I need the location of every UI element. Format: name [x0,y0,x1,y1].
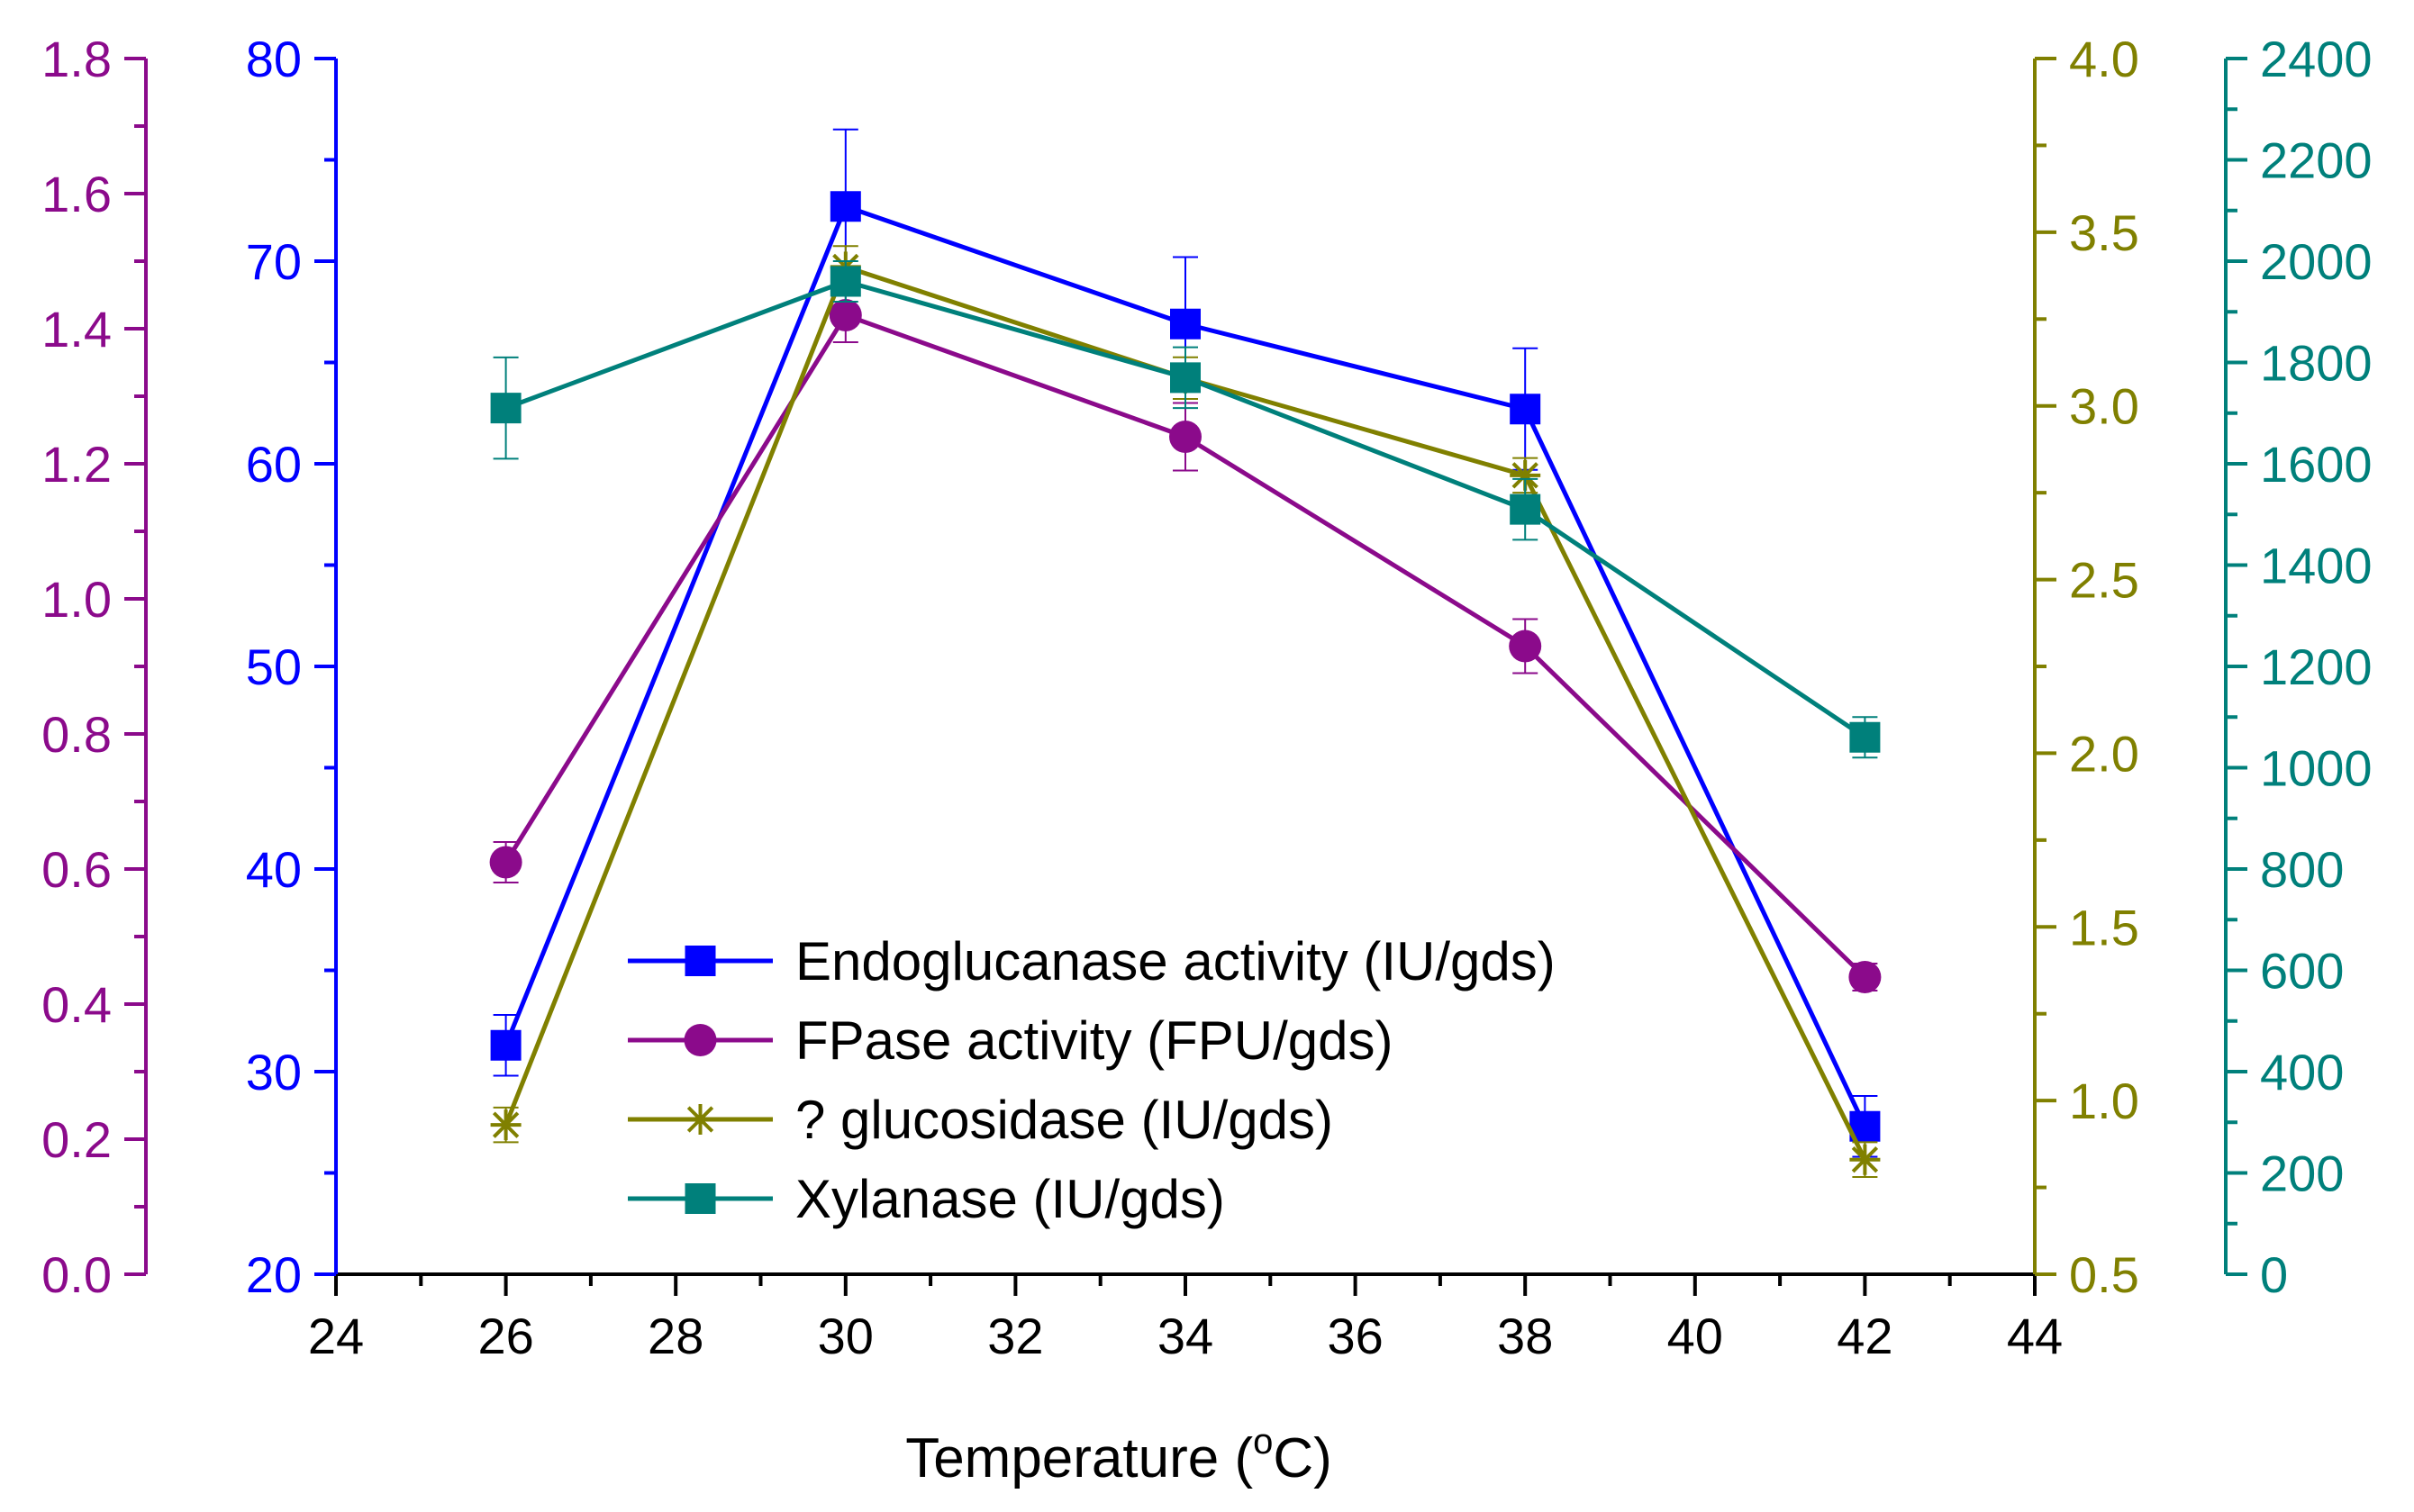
series-layer [489,128,1882,1178]
x-tick-label: 24 [308,1308,364,1364]
purple_left-tick-label: 0.2 [41,1111,112,1168]
olive_right-tick-label: 1.5 [2069,899,2139,955]
teal_right-tick-label: 800 [2260,841,2344,898]
teal_right-tick-label: 2200 [2260,132,2373,189]
x-tick-label: 34 [1157,1308,1213,1364]
legend-swatch-marker [685,1104,716,1135]
data-point [1510,493,1541,525]
data-point [1170,308,1201,340]
blue_left-tick-label: 20 [246,1246,302,1303]
data-point [1849,1144,1881,1175]
x-tick-label: 42 [1837,1308,1892,1364]
purple_left-tick-label: 1.2 [41,436,112,493]
x-axis-label-unit: C) [1273,1427,1331,1489]
blue_left-tick-label: 70 [246,233,302,290]
teal_right-tick-label: 1000 [2260,740,2373,797]
purple_left-tick-label: 1.6 [41,166,112,222]
purple_left-tick-label: 0.0 [41,1246,112,1303]
x-tick-label: 28 [648,1308,703,1364]
x-tick-label: 30 [818,1308,874,1364]
teal_right-tick-label: 200 [2260,1145,2344,1202]
x-tick-label: 40 [1667,1308,1723,1364]
purple_left-tick-label: 0.4 [41,976,112,1033]
olive_right-tick-label: 2.0 [2069,725,2139,782]
legend-label: Endoglucanase activity (IU/gds) [795,931,1556,991]
legend-entry: Endoglucanase activity (IU/gds) [628,931,1556,991]
data-point [829,299,862,331]
olive_right-tick-label: 3.0 [2069,378,2139,435]
x-axis-label: Temperature (oC) [905,1422,1332,1489]
data-point [1169,421,1202,453]
x-tick-label: 26 [477,1308,533,1364]
teal_right-tick-label: 0 [2260,1246,2288,1303]
data-point [1510,394,1541,425]
legend-entry: FPase activity (FPU/gds) [628,1010,1393,1071]
olive_right-tick-label: 0.5 [2069,1246,2139,1303]
blue_left-tick-label: 80 [246,31,302,87]
teal_right-tick-label: 2000 [2260,233,2373,290]
blue_left-tick-label: 30 [246,1044,302,1100]
legend-entry: ? glucosidase (IU/gds) [628,1090,1333,1150]
legend-swatch-marker [685,1183,716,1214]
teal_right-tick-label: 1600 [2260,436,2373,493]
teal_right-tick-label: 1800 [2260,335,2373,392]
x-axis-label-sup: o [1253,1422,1273,1462]
olive_right-tick-label: 4.0 [2069,31,2139,87]
x-axis-label-main: Temperature ( [905,1427,1253,1489]
legend-label: ? glucosidase (IU/gds) [795,1090,1333,1150]
data-point [490,1109,522,1141]
series-3 [490,260,1881,759]
purple_left-tick-label: 1.4 [41,301,112,358]
legend-entry: Xylanase (IU/gds) [628,1169,1225,1229]
teal_right-tick-label: 1400 [2260,538,2373,594]
data-point [490,393,522,424]
purple_left-tick-label: 0.6 [41,841,112,898]
blue_left-tick-label: 60 [246,436,302,493]
x-tick-label: 38 [1497,1308,1553,1364]
legend-label: Xylanase (IU/gds) [795,1169,1225,1229]
legend-swatch-marker [685,946,716,976]
data-point [1849,721,1881,753]
olive_right-tick-label: 1.0 [2069,1073,2139,1129]
blue_left-tick-label: 40 [246,841,302,898]
x-tick-label: 44 [2007,1308,2063,1364]
data-point [1170,362,1201,394]
purple_left-tick-label: 1.0 [41,571,112,628]
data-point [1509,629,1542,663]
purple_left-tick-label: 0.8 [41,706,112,763]
series-1 [489,287,1882,993]
purple_left-tick-label: 1.8 [41,31,112,87]
data-point [489,846,522,879]
legend-swatch-marker [684,1024,717,1056]
series-0 [490,128,1881,1158]
data-point [1848,961,1882,993]
olive_right-tick-label: 2.5 [2069,552,2139,609]
blue_left-tick-label: 50 [246,638,302,695]
x-tick-label: 36 [1327,1308,1383,1364]
teal_right-tick-label: 400 [2260,1044,2344,1100]
data-point [490,1029,522,1061]
teal_right-tick-label: 2400 [2260,31,2373,87]
data-point [830,191,861,222]
legend: Endoglucanase activity (IU/gds) FPase act… [628,931,1556,1229]
teal_right-tick-label: 1200 [2260,638,2373,695]
olive_right-tick-label: 3.5 [2069,204,2139,261]
data-point [830,266,861,297]
teal_right-tick-label: 600 [2260,943,2344,1000]
legend-label: FPase activity (FPU/gds) [795,1010,1393,1071]
x-tick-label: 32 [987,1308,1043,1364]
axes-layer: 24 26 28 30 32 34 36 38 40 42 44 0.0 0.2 0.4 0.6 0.8 1.0… [41,31,2372,1364]
